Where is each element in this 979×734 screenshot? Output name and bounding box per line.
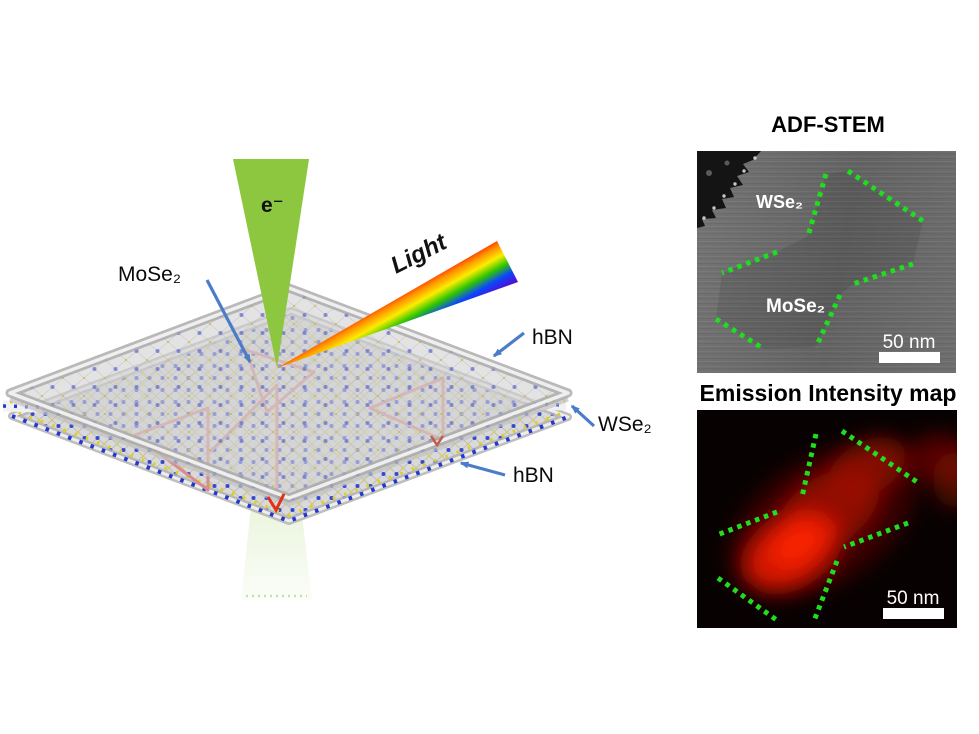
light-cone	[277, 241, 518, 368]
hbn-bottom-arrow	[459, 461, 506, 477]
adf-domain-outlines	[714, 168, 925, 352]
emission-glow	[727, 434, 957, 600]
hbn-top-arrow	[492, 331, 525, 358]
wse2-layer-label: WSe₂	[598, 413, 652, 436]
adf-bowtie-shade	[716, 171, 923, 349]
hbn-bottom-atoms-yellow	[11, 408, 569, 517]
emission-intensity-image: 50 nm	[697, 410, 957, 628]
hbn-bottom-atoms-blue	[11, 414, 569, 524]
adf-mose2-label: MoSe₂	[766, 296, 825, 317]
adf-scale-bar-label: 50 nm	[883, 332, 936, 353]
electron-beam-cone	[233, 159, 309, 368]
emission-scale-bar-label: 50 nm	[887, 588, 940, 609]
emission-map-title: Emission Intensity map	[699, 380, 957, 406]
mose2-layer-label: MoSe₂	[118, 263, 181, 286]
adf-wse2-label: WSe₂	[756, 192, 803, 212]
emission-domain-outlines	[716, 428, 919, 624]
triangle-tip-mark-front	[266, 493, 286, 514]
hbn-top-label: hBN	[532, 326, 573, 349]
hbn-bottom-label: hBN	[513, 464, 554, 487]
hbn-top-slab	[5, 283, 573, 507]
adf-edge-speckles	[702, 156, 757, 220]
electron-beam-label: e⁻	[261, 194, 284, 217]
mose2-arrow	[205, 279, 252, 364]
wse2-arrow	[570, 404, 596, 428]
adf-scale-bar	[879, 352, 940, 363]
adf-stem-title: ADF-STEM	[771, 112, 885, 137]
adf-stem-image: WSe₂ MoSe₂ 50 nm	[697, 151, 956, 373]
light-label: Light	[386, 228, 451, 279]
triangle-tip-mark-center	[429, 435, 445, 448]
emission-scale-bar	[883, 608, 944, 619]
annotation-arrows	[205, 279, 596, 477]
